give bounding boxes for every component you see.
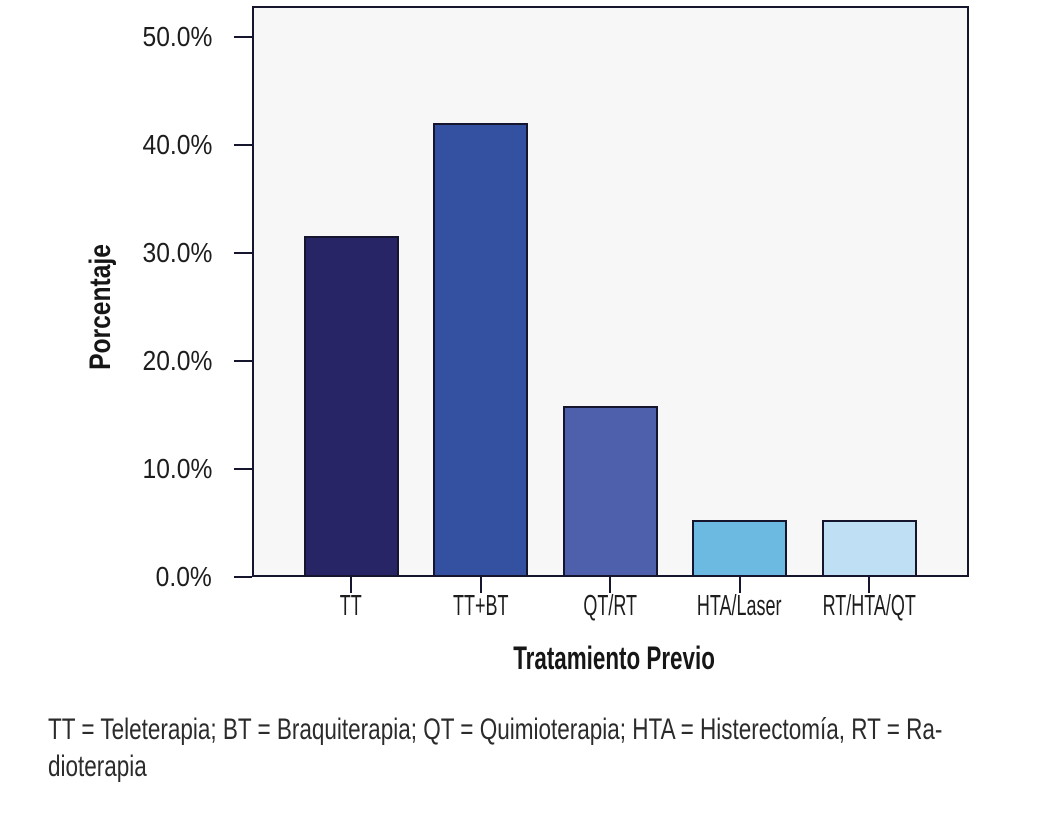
x-tick-mark-RT/HTA/QT — [868, 577, 870, 593]
x-category-label-RT/HTA/QT: RT/HTA/QT — [822, 590, 916, 622]
y-tick-label-20: 20.0% — [142, 345, 212, 377]
y-tick-label-10: 10.0% — [142, 453, 212, 485]
y-tick-mark-30 — [234, 252, 252, 255]
bar-TT+BT — [433, 122, 528, 577]
y-tick-mark-50 — [234, 36, 252, 39]
y-axis-title: Porcentaje — [84, 244, 117, 370]
y-tick-label-50: 50.0% — [142, 21, 212, 53]
x-category-label-QT/RT: QT/RT — [583, 590, 637, 622]
caption-line-1: TT = Teleterapia; BT = Braquiterapia; QT… — [48, 713, 943, 746]
bar-QT/RT — [562, 406, 658, 577]
x-category-label-TT: TT — [340, 590, 362, 622]
y-tick-mark-0 — [234, 576, 252, 578]
x-axis-title-label: Tratamiento Previo — [513, 640, 715, 676]
x-axis-title: Tratamiento Previo — [414, 641, 814, 675]
y-axis-title-label: Porcentaje — [84, 244, 117, 370]
x-tick-mark-HTA/Laser — [738, 577, 741, 593]
bar-TT — [303, 235, 399, 577]
bar-RT/HTA/QT — [821, 519, 917, 577]
y-tick-label-0: 0.0% — [155, 561, 212, 592]
x-category-label-HTA/Laser: HTA/Laser — [697, 590, 782, 622]
x-tick-mark-QT/RT — [609, 577, 611, 593]
caption-line-2: dioterapia — [48, 750, 147, 783]
y-tick-mark-40 — [234, 144, 252, 147]
x-tick-mark-TT+BT — [479, 577, 482, 593]
x-category-label-TT+BT: TT+BT — [452, 590, 509, 622]
y-tick-mark-20 — [234, 360, 252, 363]
figure-caption: TT = Teleterapia; BT = Braquiterapia; QT… — [48, 711, 1008, 785]
bar-HTA/Laser — [692, 519, 787, 577]
y-tick-label-30: 30.0% — [142, 237, 212, 269]
x-tick-mark-TT — [350, 577, 352, 593]
y-tick-label-40: 40.0% — [142, 129, 212, 161]
y-tick-mark-10 — [234, 468, 252, 471]
